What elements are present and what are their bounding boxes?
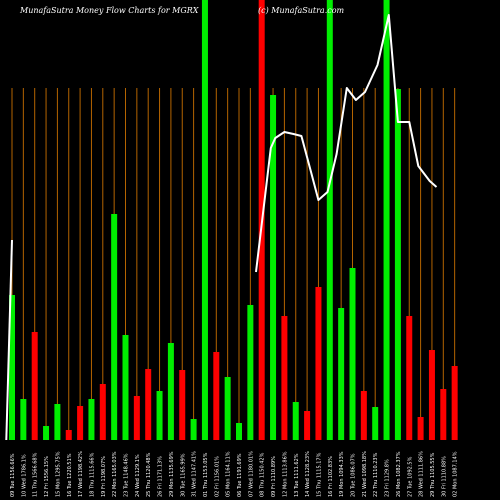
x-tick-label: 25 Thu 1120.48% (146, 452, 152, 497)
flow-bar (65, 430, 72, 440)
flow-bar (383, 0, 390, 440)
flow-bar (179, 370, 186, 440)
price-line (255, 14, 438, 273)
x-tick-label: 26 Fri 1171.13% (158, 456, 164, 497)
flow-bar (145, 369, 152, 440)
x-tick-label: 30 Fri 1110.88% (441, 456, 447, 497)
x-tick-label: 15 Mon 1295.75% (55, 451, 61, 497)
flow-bar (43, 426, 50, 440)
x-tick-label: 18 Thu 1115.66% (89, 452, 95, 497)
flow-bar (190, 419, 197, 440)
left-line-segment (5, 239, 13, 441)
x-tick-label: 15 Thu 1115.17% (316, 452, 322, 497)
flow-bar (247, 305, 254, 440)
price-line-layer (5, 14, 438, 441)
site-credit: (c) MunafaSutra.com (258, 6, 345, 15)
flow-bar (201, 0, 208, 440)
x-tick-label: 14 Wed 1128.23% (305, 451, 311, 497)
flow-bar (133, 396, 140, 440)
flow-bar (304, 411, 311, 440)
flow-bar (349, 268, 356, 440)
x-tick-label: 10 Wed 1786.1% (21, 454, 27, 497)
flow-bar (99, 384, 106, 440)
x-tick-label: 30 Tue 1165.99% (180, 453, 186, 497)
flow-bar (440, 389, 447, 440)
x-tick-label: 06 Tue 1191.69% (237, 453, 243, 497)
x-tick-label: 20 Tue 1086.07% (351, 453, 357, 497)
x-tick-label: 12 Mon 1113.86% (282, 451, 288, 497)
x-tick-label: 24 Wed 1129.1% (135, 454, 141, 497)
x-tick-label: 16 Tue 1220.51% (67, 453, 73, 497)
x-axis-tick-labels: 09 Tue 1156.66% 10 Wed 1786.1% 11 Thu 1566… (10, 451, 459, 497)
x-tick-label: 29 Mon 1135.69% (169, 451, 175, 497)
x-tick-label: 19 Fri 1198.07% (101, 456, 107, 497)
x-tick-label: 21 Wed 1098.18% (362, 451, 368, 497)
flow-bar (394, 89, 401, 440)
x-tick-label: 07 Wed 1180.01% (248, 451, 254, 497)
x-tick-label: 23 Fri 1129.8% (385, 459, 391, 497)
flow-bar (360, 391, 367, 440)
flow-bar (31, 332, 38, 440)
flow-bar (428, 350, 435, 440)
x-tick-label: 01 Thu 1153.05% (203, 452, 209, 497)
flow-bar (281, 316, 288, 440)
x-tick-label: 22 Thu 1110.23% (373, 452, 379, 497)
flow-bar (236, 423, 242, 440)
x-tick-label: 17 Wed 1198.42% (78, 451, 84, 497)
flow-bar (406, 316, 413, 440)
flow-bar (156, 391, 163, 440)
x-tick-label: 08 Thu 1150.42% (260, 452, 266, 497)
x-tick-label: 22 Mon 1165.03% (112, 451, 118, 497)
flow-bar (20, 399, 27, 440)
x-tick-label: 13 Tue 1111.62% (294, 453, 300, 497)
x-tick-label: 02 Fri 1156.01% (214, 456, 220, 497)
flow-bar (9, 295, 15, 440)
x-tick-label: 11 Thu 1566.68% (33, 452, 39, 497)
chart-title: MunafaSutra Money Flow Charts for MGRX (20, 6, 199, 15)
x-tick-label: 26 Mon 1082.37% (396, 451, 402, 497)
money-flow-bars (9, 0, 458, 440)
flow-bar (224, 377, 231, 440)
flow-bar (270, 95, 277, 440)
x-tick-label: 12 Fri 1556.15% (44, 456, 50, 497)
flow-bar (326, 0, 333, 440)
x-tick-label: 09 Tue 1156.66% (10, 453, 16, 497)
flow-bar (213, 352, 220, 440)
flow-bar (417, 417, 424, 440)
flow-bar (54, 404, 61, 440)
x-tick-label: 02 Mon 1087.14% (453, 451, 459, 497)
x-tick-label: 09 Fri 1110.89% (271, 456, 277, 497)
x-tick-label: 28 Wed 1111.86% (419, 451, 425, 497)
flow-bar (292, 402, 299, 440)
flow-bar (88, 399, 95, 440)
flow-bar (372, 407, 379, 440)
flow-bar (167, 343, 174, 440)
x-tick-label: 19 Mon 1094.33% (339, 451, 345, 497)
x-tick-label: 16 Fri 1102.83% (328, 456, 334, 497)
x-tick-label: 27 Tue 1092.5% (407, 456, 413, 497)
x-tick-label: 29 Thu 1105.55% (430, 452, 436, 497)
x-tick-label: 05 Mon 1164.11% (226, 451, 232, 497)
x-tick-label: 23 Tue 1148.46% (124, 453, 130, 497)
flow-bar (111, 214, 118, 440)
flow-bar (451, 366, 458, 440)
flow-bar (77, 406, 84, 440)
flow-bar (122, 335, 129, 440)
flow-bar (315, 287, 322, 440)
flow-bar (338, 308, 345, 440)
x-tick-label: 31 Wed 1147.41% (192, 451, 198, 497)
